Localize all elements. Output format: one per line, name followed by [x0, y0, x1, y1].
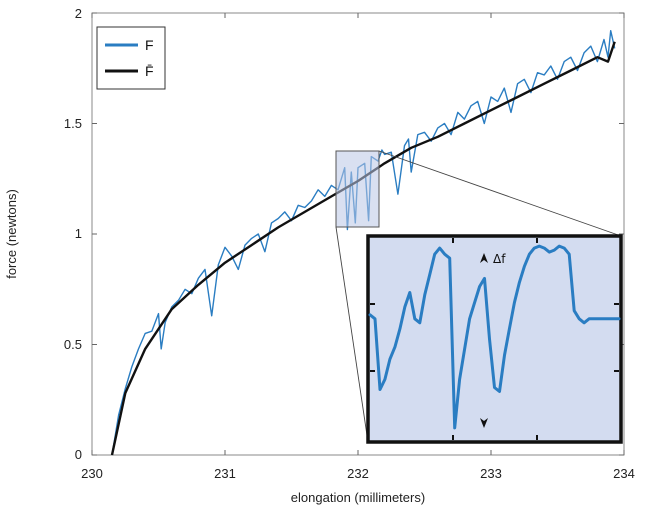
- legend-label-f: F: [145, 37, 154, 53]
- x-tick-label: 234: [613, 466, 635, 481]
- inset-series-line: [368, 244, 621, 430]
- legend-label-f-bar: F̄: [145, 63, 154, 79]
- x-tick-label: 232: [347, 466, 369, 481]
- x-ticks: [91, 13, 625, 455]
- delta-f-annotation: Δf: [493, 252, 506, 266]
- inset-frame: [366, 234, 623, 444]
- zoom-region-box: [335, 150, 380, 228]
- y-tick-label: 0.5: [64, 337, 82, 352]
- arrow-down-icon: [480, 418, 488, 428]
- inset-panel: Δf: [366, 234, 623, 444]
- y-tick-label: 1.5: [64, 116, 82, 131]
- arrow-up-icon: [480, 253, 488, 263]
- x-tick-label: 230: [81, 466, 103, 481]
- zoom-connector-top: [378, 150, 622, 237]
- x-tick-label: 231: [214, 466, 236, 481]
- x-axis-label: elongation (millimeters): [291, 490, 425, 505]
- legend-box: [96, 26, 166, 90]
- zoom-connector-bottom: [335, 226, 369, 443]
- legend: F F̄: [96, 26, 166, 90]
- y-axis-label: force (newtons): [4, 189, 19, 279]
- x-tick-label: 233: [480, 466, 502, 481]
- y-tick-label: 2: [75, 6, 82, 21]
- y-tick-label: 0: [75, 447, 82, 462]
- y-tick-label: 1: [75, 226, 82, 241]
